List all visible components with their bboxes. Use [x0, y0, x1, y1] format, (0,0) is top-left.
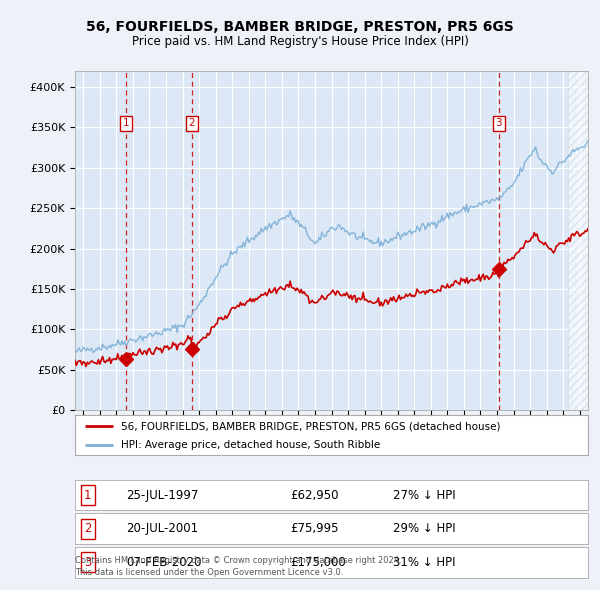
Text: 29% ↓ HPI: 29% ↓ HPI — [393, 522, 455, 535]
Text: 56, FOURFIELDS, BAMBER BRIDGE, PRESTON, PR5 6GS (detached house): 56, FOURFIELDS, BAMBER BRIDGE, PRESTON, … — [121, 421, 500, 431]
Text: 3: 3 — [496, 119, 502, 129]
Text: 31% ↓ HPI: 31% ↓ HPI — [393, 556, 455, 569]
Text: 1: 1 — [122, 119, 129, 129]
Polygon shape — [568, 71, 588, 410]
Text: 2: 2 — [84, 522, 92, 535]
Text: 20-JUL-2001: 20-JUL-2001 — [127, 522, 199, 535]
Text: Contains HM Land Registry data © Crown copyright and database right 2024.
This d: Contains HM Land Registry data © Crown c… — [75, 556, 401, 577]
Text: 07-FEB-2020: 07-FEB-2020 — [127, 556, 202, 569]
Text: 56, FOURFIELDS, BAMBER BRIDGE, PRESTON, PR5 6GS: 56, FOURFIELDS, BAMBER BRIDGE, PRESTON, … — [86, 19, 514, 34]
Text: 3: 3 — [84, 556, 92, 569]
Text: £175,000: £175,000 — [290, 556, 346, 569]
Text: 2: 2 — [188, 119, 195, 129]
Text: £62,950: £62,950 — [290, 489, 339, 502]
Text: Price paid vs. HM Land Registry's House Price Index (HPI): Price paid vs. HM Land Registry's House … — [131, 35, 469, 48]
Text: £75,995: £75,995 — [290, 522, 339, 535]
Text: HPI: Average price, detached house, South Ribble: HPI: Average price, detached house, Sout… — [121, 440, 380, 450]
Text: 27% ↓ HPI: 27% ↓ HPI — [393, 489, 455, 502]
Text: 25-JUL-1997: 25-JUL-1997 — [127, 489, 199, 502]
Text: 1: 1 — [84, 489, 92, 502]
